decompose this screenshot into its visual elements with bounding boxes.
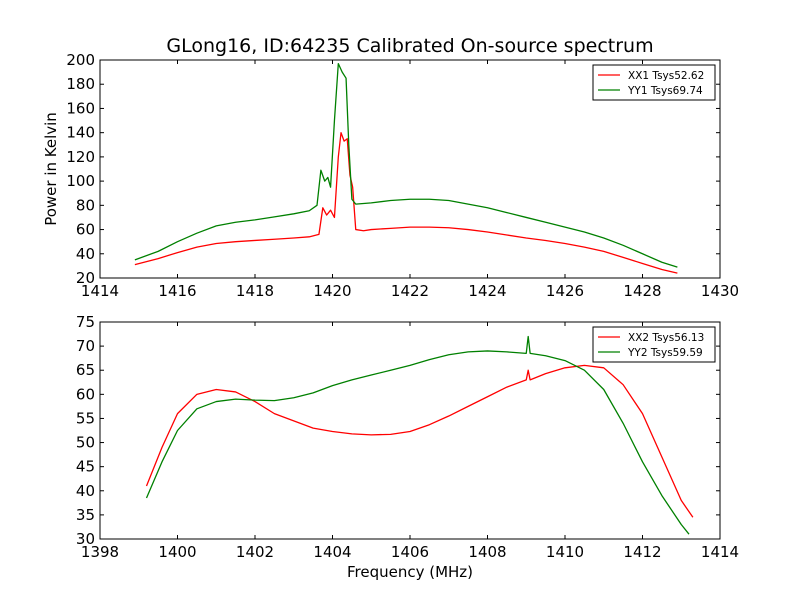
x-tick-label: 1414 [701,543,739,561]
x-tick-label: 1400 [158,543,196,561]
x-tick-label: 1426 [546,282,584,300]
y-tick-label: 35 [76,506,95,524]
y-tick-label: 30 [76,530,95,548]
chart-title: GLong16, ID:64235 Calibrated On-source s… [166,35,653,57]
legend-label-2: YY2 Tsys59.59 [627,347,703,359]
legend-box [592,64,716,101]
x-tick-label: 1416 [158,282,196,300]
y-tick-label: 180 [66,75,95,93]
y-tick-label: 160 [66,99,95,117]
y-tick-label: 65 [76,361,95,379]
y-tick-label: 200 [66,51,95,69]
y-tick-label: 120 [66,148,95,166]
y-tick-label: 60 [76,385,95,403]
x-tick-label: 1424 [468,282,506,300]
x-tick-label: 1428 [623,282,661,300]
x-tick-label: 1418 [236,282,274,300]
x-tick-label: 1430 [701,282,739,300]
y-tick-label: 70 [76,337,95,355]
bottom-spectrum-panel: 1398 1400 1402 1404 1406 1408 1410 1412 1414 30 35… [76,313,739,561]
x-tick-label: 1408 [468,543,506,561]
x-tick-label: 1406 [391,543,429,561]
y-tick-label: 20 [76,269,95,287]
y-tick-label: 45 [76,458,95,476]
y-tick-label: 40 [76,245,95,263]
legend-label-2: YY1 Tsys69.74 [627,85,703,97]
x-tick-label: 1422 [391,282,429,300]
y-tick-label: 40 [76,482,95,500]
series-line-2 [145,335,690,535]
top-spectrum-panel: 1414 1416 1418 1420 1422 1424 1426 1428 1430 20 40… [66,51,739,300]
y-tick-label: 80 [76,196,95,214]
series-line-1 [145,364,694,518]
y-tick-label: 140 [66,124,95,142]
x-tick-label: 1404 [313,543,351,561]
legend: XX2 Tsys56.13 YY2 Tsys59.59 [592,326,716,363]
x-tick-label: 1420 [313,282,351,300]
x-tick-label: 1414 [81,282,119,300]
x-tick-label: 1412 [623,543,661,561]
y-tick-label: 50 [76,434,95,452]
x-tick-label: 1410 [546,543,584,561]
legend: XX1 Tsys52.62 YY1 Tsys69.74 [592,64,716,101]
top-y-axis-label: Power in Kelvin [42,112,60,226]
y-tick-label: 100 [66,172,95,190]
y-tick-label: 75 [76,313,95,331]
bottom-x-axis-label: Frequency (MHz) [347,563,473,581]
series-line-2 [134,62,678,268]
y-tick-label: 60 [76,221,95,239]
legend-box [592,326,716,363]
x-tick-label: 1398 [81,543,119,561]
legend-label-1: XX1 Tsys52.62 [628,70,704,82]
legend-label-1: XX2 Tsys56.13 [628,332,704,344]
y-tick-label: 55 [76,409,95,427]
x-tick-label: 1402 [236,543,274,561]
